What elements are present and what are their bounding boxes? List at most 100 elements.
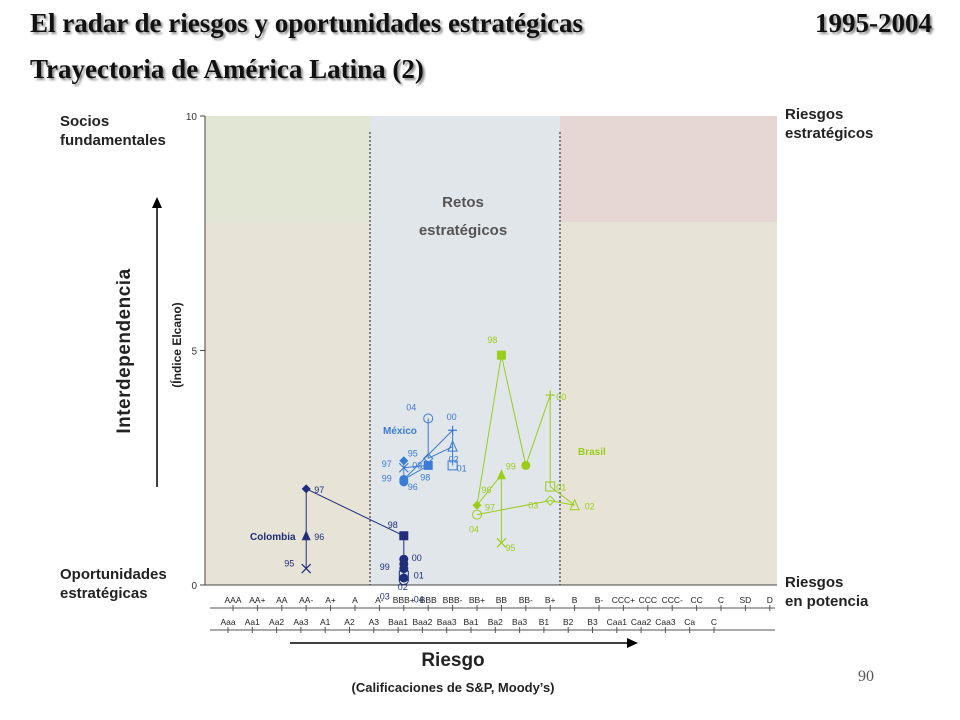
year-label-colombia-04: 04 [414, 594, 424, 604]
year-label-brasil-97: 97 [485, 502, 495, 512]
x-tick-label-sp: B+ [545, 595, 556, 605]
x-tick-label-moodys: B1 [539, 617, 550, 627]
x-tick-label-sp: BB+ [469, 595, 485, 605]
zone-socios [205, 116, 370, 222]
page-number: 90 [858, 668, 874, 685]
point-brasil-97 [472, 500, 482, 510]
zone-riesgos-estrategicos [560, 116, 777, 222]
year-label-brasil-98: 98 [487, 335, 497, 345]
point-mexico-00 [448, 425, 458, 435]
x-tick-label-sp: SD [739, 595, 751, 605]
x-tick-label-sp: A+ [325, 595, 336, 605]
zone-riesgos-potencia [560, 222, 777, 585]
x-tick-label-moodys: A1 [320, 617, 331, 627]
point-mexico-04 [423, 413, 434, 424]
x-tick-label-moodys: Baa2 [412, 617, 432, 627]
point-colombia-04 [398, 575, 409, 586]
x-tick-label-sp: BBB- [443, 595, 463, 605]
y-tick-label: 0 [191, 581, 197, 592]
point-colombia-98 [399, 531, 409, 541]
quadrant-label-oportunidades: Oportunidades estratégicas [60, 565, 167, 603]
x-tick-label-sp: CCC+ [612, 595, 635, 605]
y-tick-label: 5 [191, 347, 197, 358]
point-mexico-97 [398, 462, 409, 473]
x-tick-label-sp: CC [690, 595, 702, 605]
year-label-colombia-03: 03 [380, 592, 390, 602]
x-tick-label-moodys: Aa3 [293, 617, 308, 627]
x-tick-label-sp: C [718, 595, 724, 605]
year-label-brasil-95: 95 [505, 543, 515, 553]
x-tick-label-moodys: Ba3 [512, 617, 527, 627]
x-tick-label-moodys: C [711, 617, 717, 627]
x-tick-label-moodys: Aaa [220, 617, 235, 627]
x-tick-label-moodys: A3 [369, 617, 380, 627]
point-mexico-95 [399, 456, 409, 466]
year-label-brasil-02: 02 [585, 501, 595, 511]
year-label-mexico-95: 95 [408, 449, 418, 459]
year-label-brasil-04: 04 [469, 525, 479, 535]
x-tick-label-moodys: Caa2 [631, 617, 652, 627]
quadrant-label-socios: Socios fundamentales [60, 112, 166, 150]
x-tick-label-moodys: Caa3 [655, 617, 676, 627]
x-direction-arrowhead [627, 638, 638, 648]
x-tick-label-moodys: Baa1 [388, 617, 408, 627]
year-label-mexico-00: 00 [447, 412, 457, 422]
series-line-mexico [403, 418, 454, 482]
x-tick-label-sp: CCC- [662, 595, 683, 605]
x-tick-label-moodys: B3 [587, 617, 598, 627]
year-label-brasil-01: 01 [556, 483, 566, 493]
year-label-colombia-01: 01 [414, 571, 424, 581]
series-name-colombia: Colombia [250, 532, 296, 543]
zone-oportunidades [205, 222, 370, 585]
year-label-colombia-02: 02 [398, 582, 408, 592]
point-colombia-01 [399, 564, 409, 574]
quadrant-label-line: Socios [60, 113, 110, 130]
x-tick-label-sp: AA- [299, 595, 313, 605]
point-colombia-00 [399, 554, 409, 564]
x-tick-label-moodys: B2 [563, 617, 574, 627]
point-brasil-01 [545, 481, 556, 492]
quadrant-label-riesgos-estrategicos: Riesgos estratégicos [785, 105, 873, 143]
x-tick-label-moodys: Ba1 [463, 617, 478, 627]
point-colombia-96 [301, 530, 311, 541]
quadrant-label-line: Riesgos [785, 106, 844, 123]
point-brasil-99 [521, 460, 531, 470]
year-label-mexico-01: 01 [457, 463, 467, 473]
quadrant-label-line: en potencia [785, 593, 869, 610]
point-colombia-03 [398, 570, 409, 581]
x-tick-label-sp: AAA [224, 595, 241, 605]
y-tick-label: 10 [186, 112, 198, 123]
point-mexico-99 [399, 474, 409, 484]
x-tick-label-moodys: Caa1 [607, 617, 628, 627]
chart-subtitle: Trayectoria de América Latina (2) [30, 54, 424, 84]
x-tick-label-sp: CCC [639, 595, 657, 605]
year-label-colombia-98: 98 [388, 520, 398, 530]
year-label-mexico-99: 99 [382, 473, 392, 483]
point-mexico-98 [423, 460, 433, 470]
zone-label-retos: Retos [442, 194, 484, 211]
year-label-mexico-04: 04 [406, 403, 416, 413]
year-range: 1995-2004 [815, 8, 932, 38]
x-tick-label-moodys: Baa3 [437, 617, 457, 627]
x-tick-label-moodys: A2 [344, 617, 355, 627]
x-tick-label-moodys: Aa2 [269, 617, 284, 627]
zone-label-estrategicos: estratégicos [419, 222, 507, 239]
y-direction-arrowhead [152, 197, 162, 208]
chart-title: El radar de riesgos y oportunidades estr… [30, 8, 583, 38]
x-axis-title: Riesgo [421, 650, 485, 671]
quadrant-label-line: estratégicas [60, 585, 148, 602]
x-tick-label-sp: BBB+ [393, 595, 415, 605]
series-name-brasil: Brasil [578, 447, 606, 458]
x-axis-subtitle: (Calificaciones de S&P, Moody’s) [351, 680, 555, 695]
x-tick-label-sp: A [352, 595, 358, 605]
year-label-brasil-00: 00 [556, 392, 566, 402]
year-label-brasil-96: 96 [481, 485, 491, 495]
year-label-colombia-96: 96 [314, 532, 324, 542]
point-brasil-00 [545, 390, 555, 400]
x-tick-label-moodys: Ca [684, 617, 695, 627]
x-tick-label-sp: BBB [420, 595, 437, 605]
x-tick-label-moodys: Aa1 [245, 617, 260, 627]
series-line-brasil [476, 355, 575, 543]
point-brasil-95 [496, 537, 507, 548]
year-label-colombia-00: 00 [412, 553, 422, 563]
